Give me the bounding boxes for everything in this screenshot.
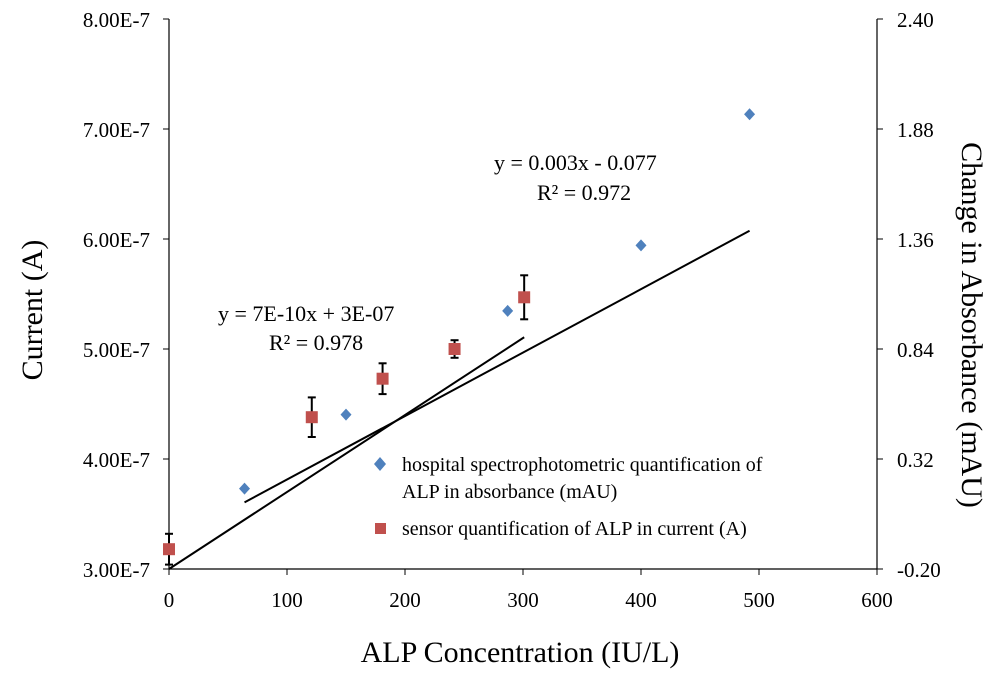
y-tick-label: 8.00E-7	[83, 8, 150, 32]
legend-label-hospital-line2: ALP in absorbance (mAU)	[402, 481, 617, 503]
y-tick-label: 7.00E-7	[83, 118, 150, 142]
data-points	[163, 108, 756, 556]
x-tick-label: 300	[507, 588, 539, 612]
x-tick-label: 600	[861, 588, 893, 612]
sensor-fit-r2: R² = 0.978	[269, 330, 363, 355]
y2-tick-label: 2.40	[897, 8, 934, 32]
x-tick-label: 400	[625, 588, 657, 612]
y2-tick-label: 1.88	[897, 118, 934, 142]
y-tick-label: 4.00E-7	[83, 448, 150, 472]
y2-tick-label: 0.32	[897, 448, 934, 472]
legend: hospital spectrophotometric quantificati…	[374, 454, 767, 540]
sensor-point	[305, 411, 318, 424]
y2-axis-title: Change in Absorbance (mAU)	[955, 142, 988, 508]
hospital-fit-equation: y = 0.003x - 0.077	[494, 150, 657, 175]
legend-label-sensor: sensor quantification of ALP in current …	[402, 518, 747, 540]
x-tick-label: 0	[164, 588, 175, 612]
legend-label-hospital: hospital spectrophotometric quantificati…	[402, 454, 767, 503]
y2-tick-label: 1.36	[897, 228, 934, 252]
hospital-point	[635, 239, 647, 252]
x-tick-label: 200	[389, 588, 421, 612]
hospital-point	[340, 408, 352, 421]
y2-tick-label: -0.20	[897, 558, 941, 582]
sensor-point	[163, 543, 175, 556]
tick-labels: 0 100 200 300 400 500 600 3.00E-7 4.00E-7 5.00E-7…	[83, 8, 941, 612]
legend-diamond-marker	[374, 457, 386, 471]
hospital-fit-r2: R² = 0.972	[537, 180, 631, 205]
x-axis-title: ALP Concentration (IU/L)	[361, 636, 680, 669]
sensor-trendline	[168, 336, 525, 570]
y-axis-title: Current (A)	[16, 240, 49, 381]
y-tick-label: 5.00E-7	[83, 338, 150, 362]
hospital-trendline	[244, 229, 751, 504]
sensor-fit-equation: y = 7E-10x + 3E-07	[218, 301, 394, 326]
sensor-point	[518, 291, 531, 304]
legend-label-hospital-line1: hospital spectrophotometric quantificati…	[402, 454, 763, 476]
sensor-point	[448, 343, 461, 355]
x-tick-label: 100	[271, 588, 303, 612]
y-tick-label: 6.00E-7	[83, 228, 150, 252]
hospital-point	[502, 304, 514, 317]
axes	[163, 18, 883, 575]
hospital-point	[239, 482, 251, 495]
y-tick-label: 3.00E-7	[83, 558, 150, 582]
y2-tick-label: 0.84	[897, 338, 934, 362]
legend-square-marker	[375, 523, 386, 534]
x-tick-label: 500	[743, 588, 775, 612]
hospital-point	[744, 108, 756, 121]
sensor-point	[376, 372, 389, 385]
trendlines	[168, 229, 751, 570]
